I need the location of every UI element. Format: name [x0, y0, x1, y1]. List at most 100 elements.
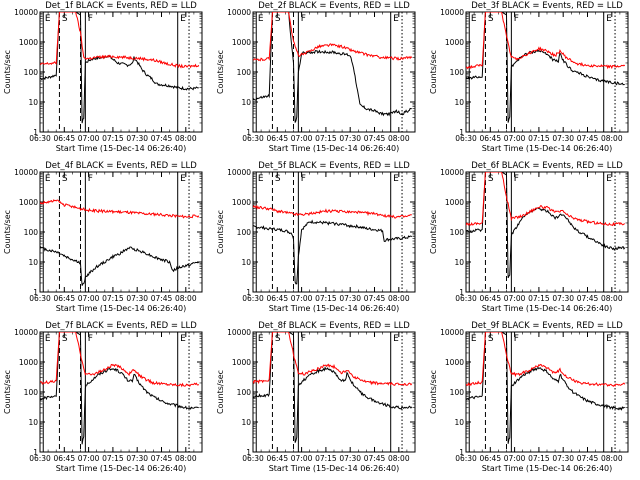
detector-panel: Det_3f BLACK = Events, RED = LLD 1 10 100 10… [429, 1, 629, 153]
y-tick-label: 100 [237, 388, 252, 397]
y-axis-label: Counts/sec [216, 210, 225, 254]
x-axis-label: Start Time (15-Dec-14 06:26:40) [56, 464, 187, 473]
region-label: S [275, 334, 281, 344]
x-tick-label: 07:30 [126, 134, 148, 143]
panel-title: Det_6f BLACK = Events, RED = LLD [471, 161, 623, 171]
y-tick-label: 1000 [445, 38, 464, 47]
y-tick-label: 10 [28, 258, 38, 267]
y-axis-label: Counts/sec [429, 210, 438, 254]
x-tick-label: 06:30 [29, 134, 51, 143]
x-tick-label: 07:15 [102, 294, 124, 303]
lld-series-line [466, 172, 625, 227]
x-tick-label: 07:45 [577, 134, 599, 143]
x-tick-label: 06:30 [242, 454, 264, 463]
region-label: S [62, 14, 68, 24]
x-tick-label: 07:00 [291, 134, 313, 143]
y-tick-label: 10000 [227, 328, 251, 337]
events-series-line [40, 246, 200, 286]
y-tick-label: 10 [454, 98, 464, 107]
y-tick-label: 1 [33, 288, 38, 297]
y-tick-label: 10000 [14, 8, 38, 17]
region-label: S [488, 174, 494, 184]
x-tick-label: 07:15 [528, 134, 550, 143]
y-tick-label: 10 [454, 258, 464, 267]
y-tick-label: 10000 [440, 328, 464, 337]
y-axis-label: Counts/sec [3, 50, 12, 94]
x-tick-label: 07:30 [552, 134, 574, 143]
y-tick-label: 10000 [440, 168, 464, 177]
y-tick-label: 1000 [19, 358, 38, 367]
y-tick-label: 1000 [19, 38, 38, 47]
panel-title: Det_5f BLACK = Events, RED = LLD [258, 161, 410, 171]
x-axis-label: Start Time (15-Dec-14 06:26:40) [56, 144, 187, 153]
panel-title: Det_9f BLACK = Events, RED = LLD [471, 321, 623, 331]
region-label: S [275, 14, 281, 24]
events-series-line [253, 332, 413, 443]
region-label: E [393, 334, 399, 344]
y-tick-label: 1000 [445, 198, 464, 207]
x-tick-label: 07:00 [78, 134, 100, 143]
region-label: F [514, 14, 519, 24]
x-tick-label: 08:00 [601, 294, 623, 303]
lld-series-line [253, 204, 412, 219]
y-axis-label: Counts/sec [3, 370, 12, 414]
y-tick-label: 1000 [232, 198, 251, 207]
panel-title: Det_3f BLACK = Events, RED = LLD [471, 1, 623, 11]
y-tick-label: 1 [33, 128, 38, 137]
region-label: E [180, 14, 186, 24]
x-tick-label: 07:15 [102, 454, 124, 463]
x-tick-label: 07:15 [315, 134, 337, 143]
x-tick-label: 07:30 [552, 454, 574, 463]
region-label: F [514, 334, 519, 344]
y-tick-label: 1000 [445, 358, 464, 367]
region-label: F [88, 14, 93, 24]
x-tick-label: 08:00 [388, 294, 410, 303]
region-label: E [606, 334, 612, 344]
y-tick-label: 1000 [232, 38, 251, 47]
x-tick-label: 07:00 [504, 134, 526, 143]
region-label: E [606, 14, 612, 24]
panel-title: Det_2f BLACK = Events, RED = LLD [258, 1, 410, 11]
x-tick-label: 08:00 [175, 294, 197, 303]
y-tick-label: 10 [241, 258, 251, 267]
x-tick-label: 07:45 [151, 454, 173, 463]
detector-panel: Det_1f BLACK = Events, RED = LLD 1 10 100 10… [3, 1, 203, 153]
x-tick-label: 07:00 [78, 454, 100, 463]
lld-series-line [253, 12, 413, 62]
region-label: E [471, 174, 477, 184]
y-tick-label: 100 [237, 228, 252, 237]
events-series-line [466, 12, 625, 123]
y-tick-label: 1 [246, 128, 251, 137]
x-tick-label: 07:30 [339, 134, 361, 143]
y-tick-label: 1000 [232, 358, 251, 367]
x-tick-label: 06:45 [53, 134, 75, 143]
y-tick-label: 1 [246, 288, 251, 297]
region-label: E [258, 14, 264, 24]
lld-series-line [253, 332, 413, 387]
y-axis-label: Counts/sec [216, 50, 225, 94]
region-label: E [606, 174, 612, 184]
detector-panel: Det_7f BLACK = Events, RED = LLD 1 10 100 10… [3, 321, 203, 473]
y-tick-label: 10000 [227, 8, 251, 17]
events-series-line [40, 332, 199, 445]
x-tick-label: 06:45 [479, 294, 501, 303]
x-tick-label: 07:45 [151, 294, 173, 303]
x-tick-label: 06:30 [29, 454, 51, 463]
x-axis-label: Start Time (15-Dec-14 06:26:40) [269, 304, 400, 313]
x-tick-label: 07:00 [78, 294, 100, 303]
region-label: S [62, 174, 68, 184]
x-tick-label: 06:30 [242, 134, 264, 143]
region-label: E [180, 334, 186, 344]
x-tick-label: 07:00 [504, 454, 526, 463]
x-tick-label: 06:30 [29, 294, 51, 303]
y-tick-label: 10000 [14, 168, 38, 177]
region-label: S [275, 174, 281, 184]
x-axis-label: Start Time (15-Dec-14 06:26:40) [269, 144, 400, 153]
region-label: E [471, 14, 477, 24]
events-series-line [40, 12, 199, 124]
panel-title: Det_1f BLACK = Events, RED = LLD [45, 1, 197, 11]
lld-series-line [466, 12, 626, 70]
detector-panel: Det_8f BLACK = Events, RED = LLD 1 10 100 10… [216, 321, 416, 473]
x-tick-label: 07:45 [364, 454, 386, 463]
y-tick-label: 1 [459, 448, 464, 457]
